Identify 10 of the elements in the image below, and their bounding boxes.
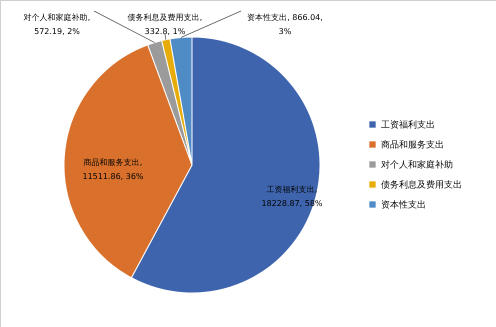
legend-label: 债务利息及费用支出: [381, 180, 462, 190]
data-label: 工资福利支出, 18228.87, 58%: [261, 185, 323, 208]
legend-label: 对个人和家庭补助: [381, 160, 453, 170]
data-label: 对个人和家庭补助, 572.19, 2%: [24, 13, 90, 36]
data-label: 债务利息及费用支出, 332.8, 1%: [128, 13, 202, 36]
data-label: 资本性支出, 866.04, 3%: [247, 13, 323, 36]
legend-label: 商品和服务支出: [381, 140, 444, 150]
legend-label: 工资福利支出: [381, 120, 435, 130]
data-label: 商品和服务支出, 11511.86, 36%: [82, 158, 144, 181]
legend-label: 资本性支出: [381, 200, 426, 210]
